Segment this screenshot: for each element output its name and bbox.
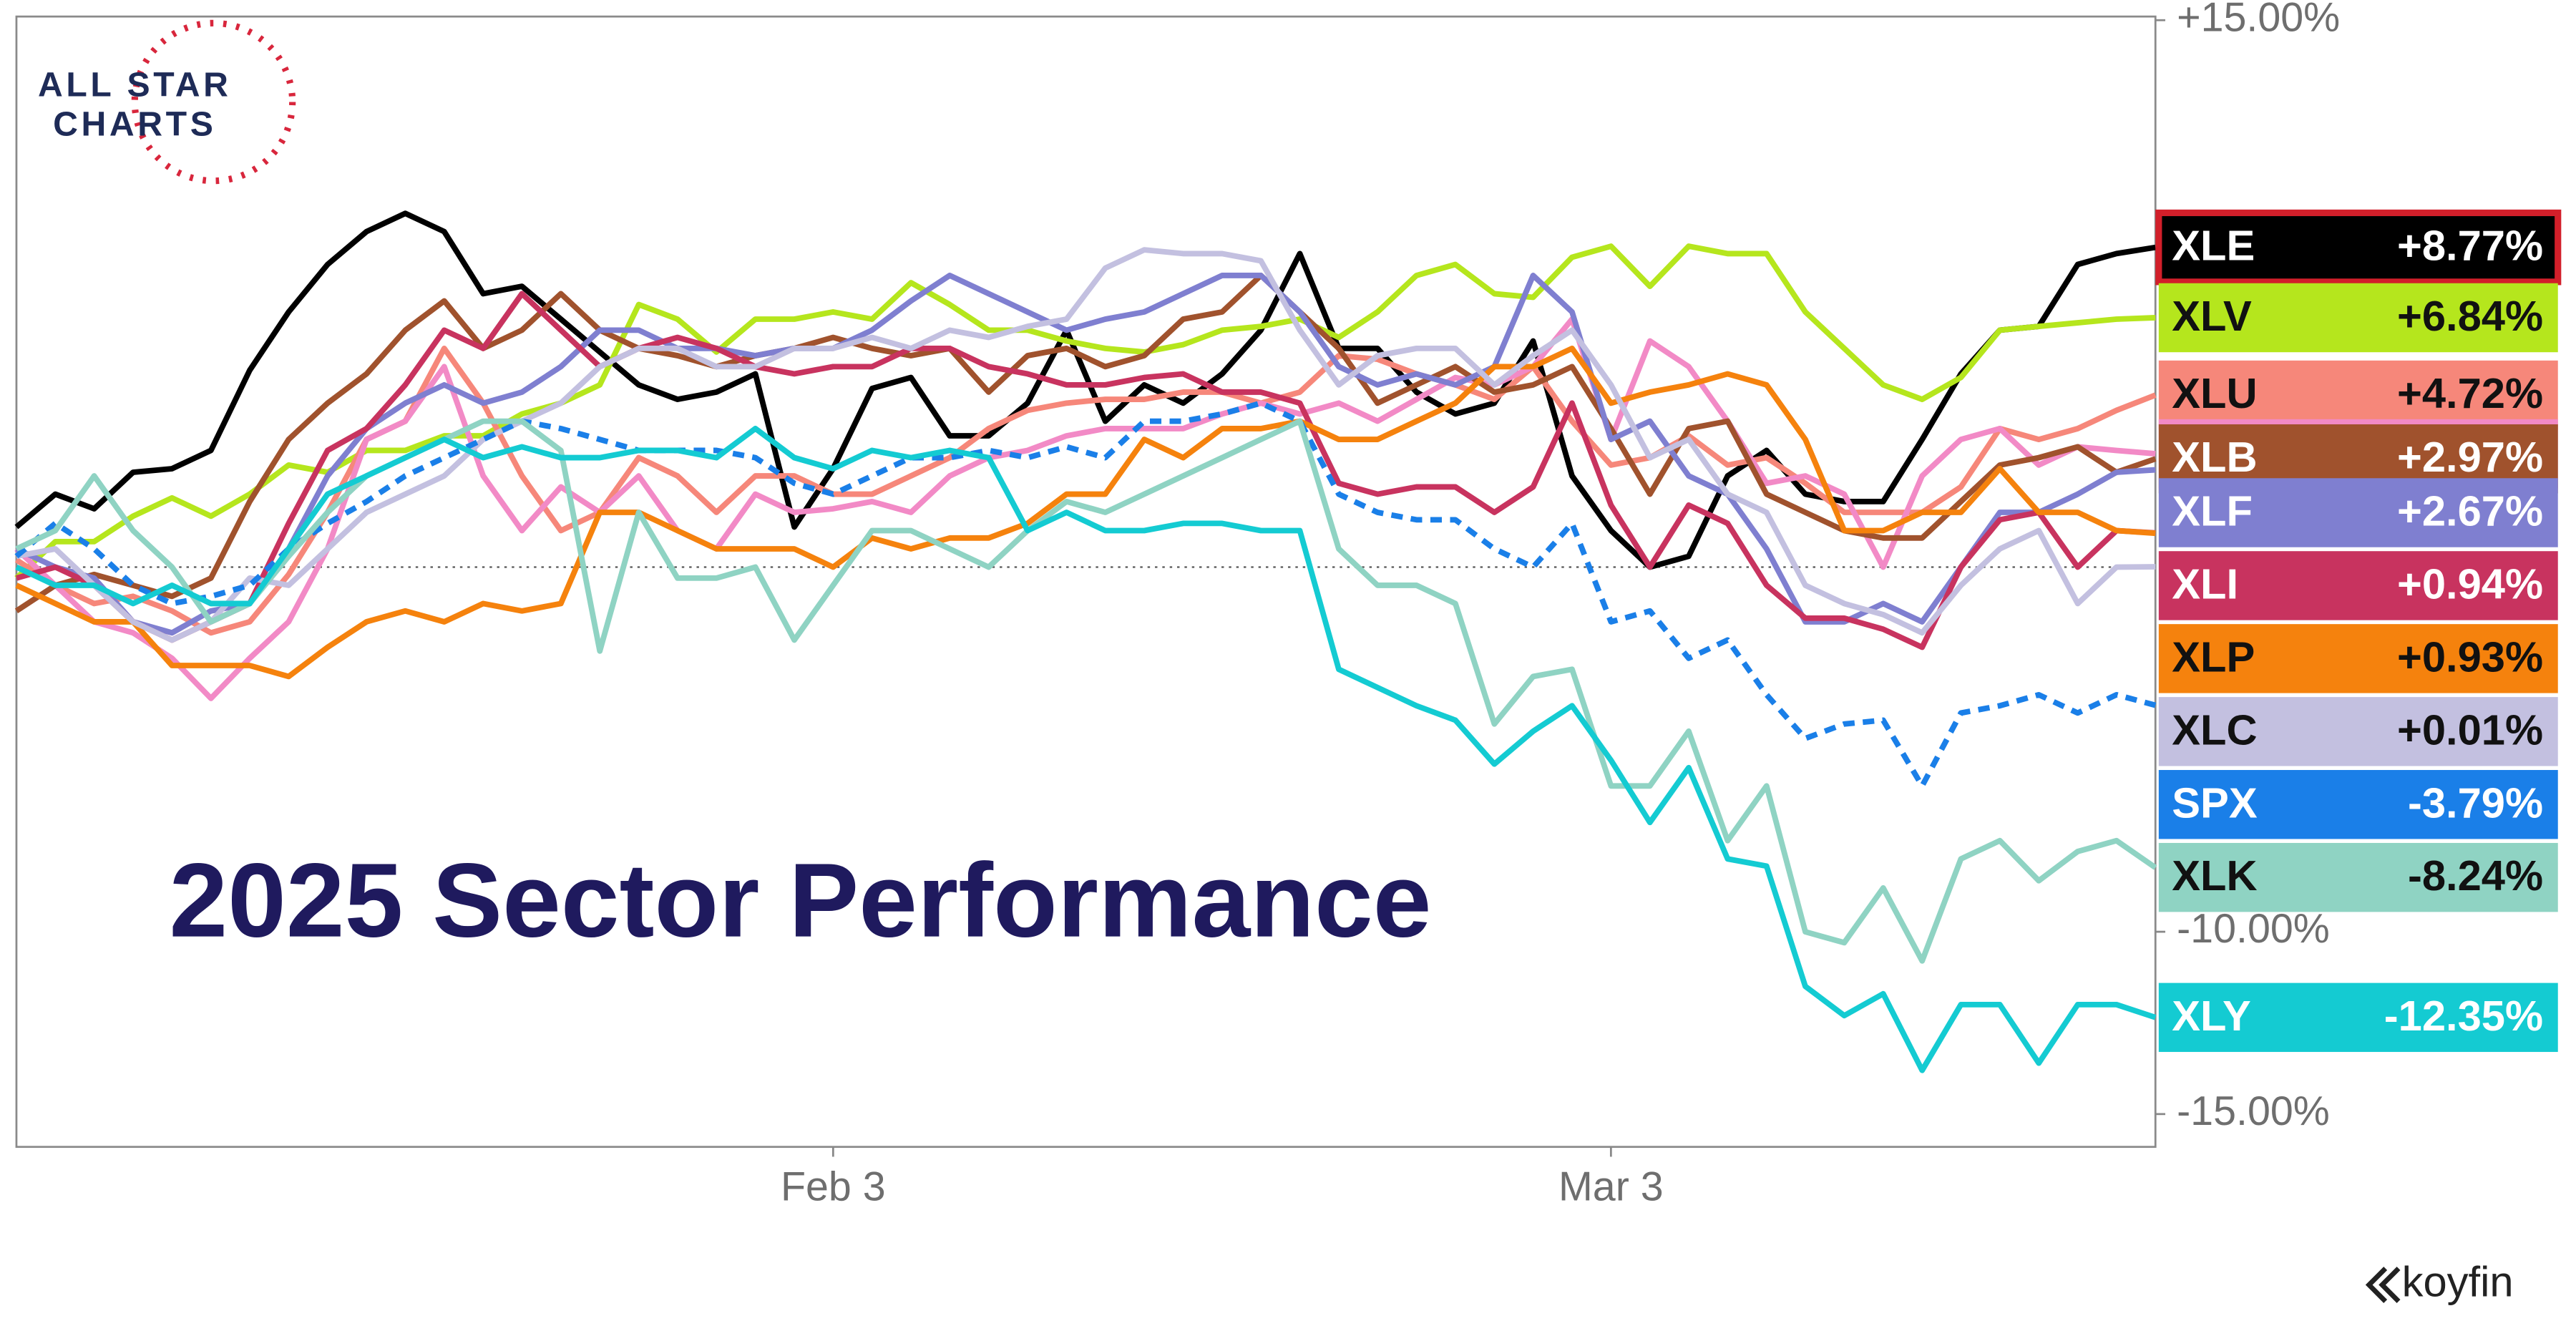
end-label: +0.94% <box>2397 560 2543 608</box>
lines <box>14 210 2157 1073</box>
end-label-box <box>2158 842 2558 912</box>
end-label: +0.01% <box>2397 706 2543 754</box>
watermark-text: koyfin <box>2402 1257 2514 1305</box>
end-label-box <box>2158 360 2558 430</box>
series-line <box>15 291 2156 650</box>
end-label: +4.72% <box>2397 369 2543 417</box>
end-label: +0.93% <box>2397 633 2543 681</box>
series-line <box>15 345 2156 680</box>
end-label: -3.79% <box>2408 779 2543 827</box>
series-line <box>14 210 2156 570</box>
chart-title: 2025 Sector Performance <box>169 842 1431 960</box>
watermark: koyfin <box>2365 1257 2514 1305</box>
end-label-box <box>2158 770 2558 839</box>
legend-entry: XLV <box>2172 292 2252 340</box>
series-line <box>14 273 2157 614</box>
legend-entry: XLF <box>2172 487 2253 535</box>
end-label-box <box>2158 478 2558 547</box>
y-tick-label: -15.00% <box>2177 1088 2330 1134</box>
legend-entry: SPX <box>2172 779 2258 827</box>
end-label: +6.84% <box>2397 292 2543 340</box>
end-label-box <box>2158 551 2558 620</box>
legend-entry: XLK <box>2172 852 2257 899</box>
watermark-icon <box>2365 1267 2401 1303</box>
end-label: -8.24% <box>2408 852 2543 899</box>
series-line <box>14 316 2156 701</box>
end-label-box <box>2158 983 2558 1053</box>
y-tick-label: +15.00% <box>2177 0 2340 40</box>
y-tick-label: -10.00% <box>2177 906 2330 952</box>
legend-entry: XLU <box>2172 369 2257 417</box>
series-line <box>16 247 2156 643</box>
logo-text: CHARTS <box>53 105 216 144</box>
legend-entry: XLE <box>2172 222 2255 270</box>
x-tick-label: Feb 3 <box>781 1164 886 1210</box>
end-label-box <box>2158 697 2558 766</box>
series-line <box>15 426 2157 1073</box>
end-label-box <box>2158 283 2558 353</box>
x-tick-label: Mar 3 <box>1558 1164 1664 1210</box>
legend-entry: XLI <box>2172 560 2238 608</box>
end-label-box <box>2155 209 2562 286</box>
end-label-box <box>2158 624 2558 693</box>
legend-entry: XLY <box>2172 992 2251 1040</box>
series-line <box>14 400 2157 789</box>
logo-text: ALL STAR <box>38 66 232 104</box>
end-label: -12.35% <box>2384 992 2543 1040</box>
legend-entry: XLC <box>2172 706 2257 754</box>
end-label: +2.97% <box>2397 433 2543 481</box>
legend-entry: XLP <box>2172 633 2255 681</box>
series-line <box>14 243 2156 580</box>
legend-entry: XLB <box>2172 433 2257 481</box>
logo-ring <box>131 19 296 185</box>
logo: ALL STAR CHARTS <box>38 19 296 185</box>
plot-frame <box>15 15 2157 1149</box>
end-label: +8.77% <box>2397 222 2543 270</box>
end-label: +2.67% <box>2397 487 2543 535</box>
